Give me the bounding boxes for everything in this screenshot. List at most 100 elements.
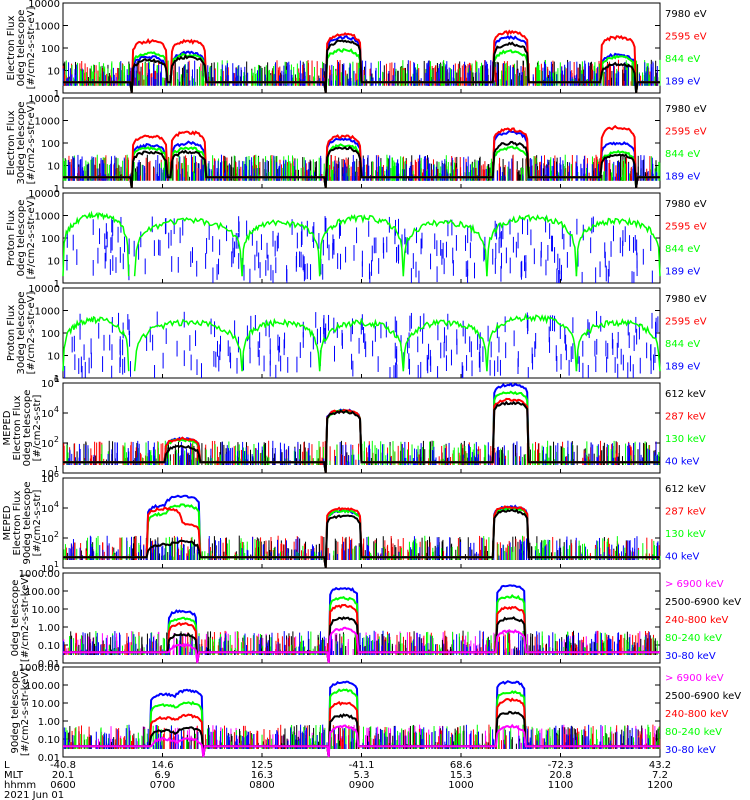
data-arch [486,214,578,277]
legend-entry: 7980 eV [665,9,707,20]
y-tick-label: 1 [54,374,60,385]
y-tick-label: 100 [41,234,60,245]
y-tick-label: 10000 [28,189,60,200]
y-tick-label: 1 [54,279,60,290]
legend-entry: 2595 eV [665,317,707,328]
data-marks [63,382,660,474]
y-axis-label: 0deg telescope [22,390,33,467]
legend-entry: 2595 eV [665,222,707,233]
y-axis-label: Electron Flux [12,395,23,460]
y-axis-label: 30deg telescope [16,291,27,374]
legend-entry: 130 keV [665,434,706,445]
legend-entry: 844 eV [665,244,700,255]
panel-4: 1 10 100 1000 10000 Proton Flux 30deg telescop… [6,284,707,385]
y-tick-label: 1.00 [38,623,60,634]
y-tick-label: 104 [41,500,59,515]
y-axis-label: 0deg telescope [10,580,21,657]
y-tick-label: 10 [47,162,60,173]
y-axis-label: MEPED [2,410,13,445]
y-tick-label: 100 [41,329,60,340]
y-axis-label: 0deg telescope [16,10,27,87]
legend-entry: 7980 eV [665,294,707,305]
y-axis-label: [#/cm2-s-str-eV] [26,102,37,185]
data-arch [575,318,661,372]
y-tick-label: 100 [41,139,60,150]
y-tick-label: 106 [41,375,59,390]
y-tick-label: 10000 [28,94,60,105]
panel-2: 1 10 100 1000 10000 Electron Flux 30deg telesc… [6,94,707,195]
y-axis-label: [#/cm2-s-str] [32,394,43,461]
data-marks [63,494,661,569]
y-tick-label: 100.00 [25,587,60,598]
y-axis-label: 30deg telescope [16,101,27,184]
y-tick-label: 10000 [28,0,60,10]
data-series-line [63,508,660,569]
y-tick-label: 10 [47,67,60,78]
data-series-line [63,124,660,189]
legend-entry: 240-800 keV [665,615,729,626]
data-marks [62,29,661,94]
legend-entry: 189 eV [665,267,700,278]
data-arch [402,219,488,277]
legend-entry: 612 keV [665,484,706,495]
legend-entry: 7980 eV [665,104,707,115]
legend-entry: 844 eV [665,54,700,65]
legend-entry: 2595 eV [665,32,707,43]
legend-entry: 130 keV [665,529,706,540]
y-tick-label: 102 [41,530,59,545]
panel-1: 1 10 100 1000 10000 Electron Flux 0deg telesco… [6,0,707,100]
data-arch [62,210,130,277]
y-tick-label: 1000 [35,117,60,128]
y-tick-label: 10 [47,352,60,363]
legend-entry: 612 keV [665,389,706,400]
y-axis-label: MEPED [2,505,13,540]
data-series-line [63,400,660,474]
y-axis-label: [#/cm2-s-str-eV] [26,197,37,280]
y-axis-label: 0deg telescope [16,200,27,277]
data-marks [62,311,661,378]
data-arch [241,317,321,372]
legend-entry: 40 keV [665,457,699,468]
y-axis-label: Proton Flux [6,305,17,361]
data-marks [62,124,661,189]
legend-entry: 287 keV [665,412,706,423]
y-tick-label: 10.00 [31,605,60,616]
y-tick-label: 100 [41,44,60,55]
data-arch [318,317,405,372]
y-axis-label: Proton Flux [6,210,17,266]
data-arch [575,216,661,277]
y-tick-label: 102 [41,435,59,450]
y-tick-label: 1000 [35,307,60,318]
y-tick-label: 1000.00 [19,569,60,580]
data-arch [402,318,488,372]
legend-entry: 80-240 keV [665,633,722,644]
y-tick-label: 0.01 [38,659,60,670]
y-axis-label: [#/cm2-s-str-keV] [20,574,31,662]
data-arch [486,312,578,372]
y-tick-label: 10000 [28,284,60,295]
y-axis-label: [#/cm2-s-str-eV] [26,292,37,375]
y-axis-label: Electron Flux [6,15,17,80]
legend-entry: > 6900 keV [665,579,724,590]
y-tick-label: 10 [47,257,60,268]
legend-entry: 287 keV [665,507,706,518]
y-axis-label: Electron Flux [12,490,23,555]
legend-entry: 7980 eV [665,199,707,210]
y-axis-label: 90deg telescope [22,481,33,564]
y-axis-label: Electron Flux [6,110,17,175]
data-arch [133,318,243,372]
data-marks [62,584,660,664]
y-tick-label: 1000 [35,212,60,223]
y-tick-label: 1 [54,89,60,100]
data-arch [318,214,405,277]
y-axis-label: [#/cm2-s-str-eV] [26,7,37,90]
legend-entry: 30-80 keV [665,651,716,662]
legend-entry: 844 eV [665,149,700,160]
data-marks [62,210,661,283]
data-arch [133,217,243,277]
y-tick-label: 104 [41,405,59,420]
y-tick-label: 0.10 [38,641,60,652]
